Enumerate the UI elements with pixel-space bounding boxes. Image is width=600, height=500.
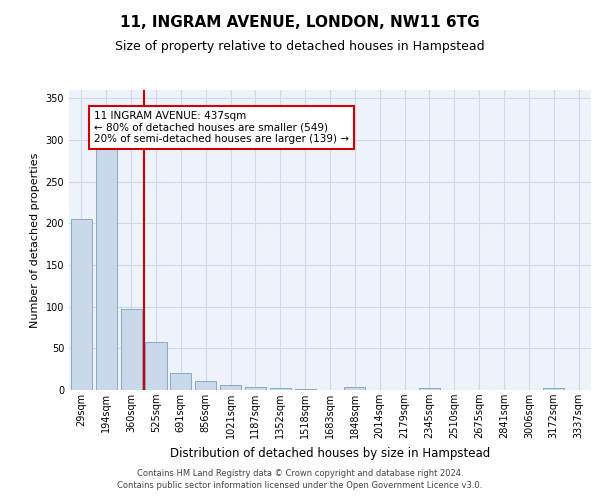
Bar (170, 372, 191, 390)
Bar (96, 148, 117, 390)
Text: 11 INGRAM AVENUE: 437sqm
← 80% of detached houses are smaller (549)
20% of semi-: 11 INGRAM AVENUE: 437sqm ← 80% of detach… (94, 111, 349, 144)
Text: Contains HM Land Registry data © Crown copyright and database right 2024.
Contai: Contains HM Land Registry data © Crown c… (118, 468, 482, 490)
Bar (121, 309, 142, 390)
Bar (543, 388, 564, 390)
Y-axis label: Number of detached properties: Number of detached properties (30, 152, 40, 328)
Text: 11, INGRAM AVENUE, LONDON, NW11 6TG: 11, INGRAM AVENUE, LONDON, NW11 6TG (120, 15, 480, 30)
Bar (295, 389, 316, 390)
Bar (220, 385, 241, 390)
Bar (71, 219, 92, 390)
Bar (195, 381, 216, 390)
Bar (145, 342, 167, 390)
Bar (344, 386, 365, 390)
Bar (270, 388, 291, 390)
Bar (419, 388, 440, 390)
X-axis label: Distribution of detached houses by size in Hampstead: Distribution of detached houses by size … (170, 446, 490, 460)
Bar (245, 386, 266, 390)
Text: Size of property relative to detached houses in Hampstead: Size of property relative to detached ho… (115, 40, 485, 53)
